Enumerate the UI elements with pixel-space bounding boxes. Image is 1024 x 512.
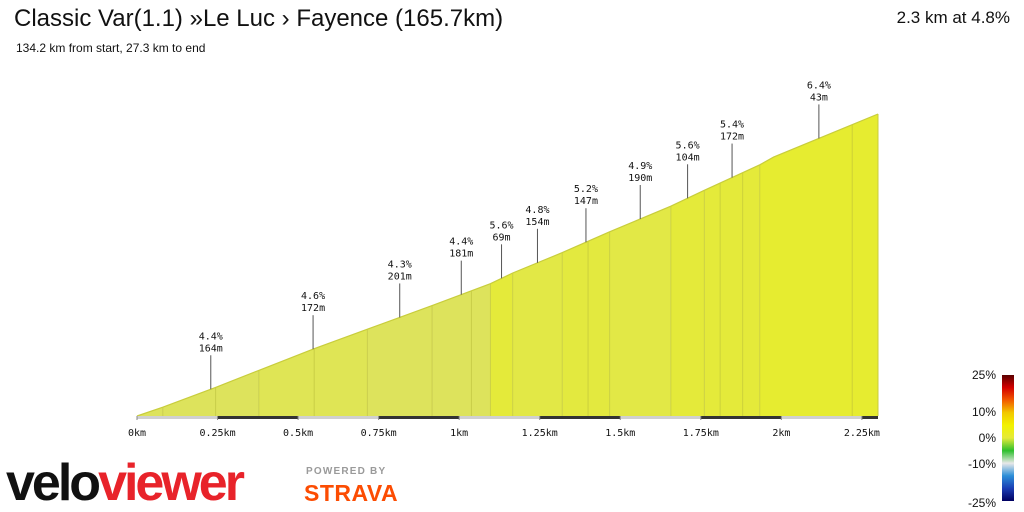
x-tick-label: 0.25km <box>199 428 235 439</box>
annotation-length: 147m <box>574 196 598 207</box>
annotation-gradient: 5.2% <box>574 184 598 195</box>
annotation-gradient: 4.6% <box>301 291 325 302</box>
x-tick-label: 0km <box>128 428 146 439</box>
annotation-length: 172m <box>720 132 744 143</box>
page-title: Classic Var(1.1) »Le Luc › Fayence (165.… <box>14 5 504 32</box>
annotation-gradient: 4.9% <box>628 161 652 172</box>
scale-label-0: 0% <box>978 431 996 445</box>
veloviewer-strava-logo: veloviewer POWERED BY STRAVA <box>6 454 398 508</box>
profile-segment <box>162 370 259 416</box>
annotation-gradient: 4.3% <box>388 259 412 270</box>
powered-by-label: POWERED BY <box>306 466 386 477</box>
profile-segment <box>490 273 513 416</box>
profile-segment <box>512 252 563 416</box>
annotation-length: 190m <box>628 173 652 184</box>
segment-position-text: 134.2 km from start, 27.3 km to end <box>16 41 206 55</box>
x-axis-band <box>861 416 878 419</box>
profile-fill-group <box>137 114 878 416</box>
logo-text-viewer: viewer <box>98 454 245 508</box>
annotation-gradient: 4.4% <box>449 237 473 248</box>
annotation-length: 43m <box>810 92 828 103</box>
x-tick-label: 2km <box>772 428 790 439</box>
x-axis-band <box>378 416 460 419</box>
annotation-length: 154m <box>525 217 549 228</box>
x-axis-band <box>217 416 299 419</box>
annotation-gradient: 5.6% <box>489 220 513 231</box>
x-axis-band <box>700 416 782 419</box>
annotation-gradient: 5.6% <box>676 140 700 151</box>
profile-segment <box>432 283 491 416</box>
profile-segment <box>562 231 610 416</box>
profile-segment <box>670 190 705 416</box>
x-tick-label: 1.25km <box>522 428 558 439</box>
profile-segment <box>367 305 433 416</box>
annotation-gradient: 6.4% <box>807 80 831 91</box>
annotation-gradient: 4.4% <box>199 331 223 342</box>
profile-segment <box>609 206 671 416</box>
x-tick-label: 1.75km <box>683 428 719 439</box>
climb-summary: 2.3 km at 4.8% <box>896 8 1010 27</box>
x-tick-label: 2.25km <box>844 428 880 439</box>
profile-segment <box>759 114 878 416</box>
logo-velo: veloviewer <box>6 454 245 508</box>
annotation-length: 69m <box>493 232 511 243</box>
scale-label-minus25: -25% <box>967 496 996 510</box>
annotation-length: 164m <box>199 343 223 354</box>
gradient-scale: 25% 10% 0% -10% -25% <box>960 368 1024 512</box>
profile-segment <box>258 329 368 416</box>
strava-wordmark: STRAVA <box>304 480 398 506</box>
x-tick-label: 0.75km <box>361 428 397 439</box>
x-tick-label: 1.5km <box>605 428 635 439</box>
x-tick-label: 0.5km <box>283 428 313 439</box>
x-tick-label: 1km <box>450 428 468 439</box>
profile-segment <box>704 164 760 416</box>
gradient-color-bar <box>1002 375 1014 501</box>
annotation-length: 181m <box>449 249 473 260</box>
scale-label-minus10: -10% <box>967 457 996 471</box>
scale-label-25: 25% <box>971 368 996 382</box>
scale-label-10: 10% <box>971 405 996 419</box>
logo-text-velo: velo <box>6 454 99 508</box>
annotation-gradient: 4.8% <box>525 205 549 216</box>
segment-divider-group <box>136 113 879 417</box>
annotation-length: 104m <box>676 152 700 163</box>
annotation-length: 172m <box>301 303 325 314</box>
annotation-length: 201m <box>388 271 412 282</box>
segment-annotation-group: 4.4%164m4.6%172m4.3%201m4.4%181m5.6%69m4… <box>199 80 831 390</box>
x-axis-line <box>137 416 878 419</box>
annotation-gradient: 5.4% <box>720 120 744 131</box>
x-axis-band <box>539 416 621 419</box>
x-axis-group: 0km 0.25km 0.5km 0.75km 1km 1.25km 1.5km 1.75km… <box>128 416 880 439</box>
